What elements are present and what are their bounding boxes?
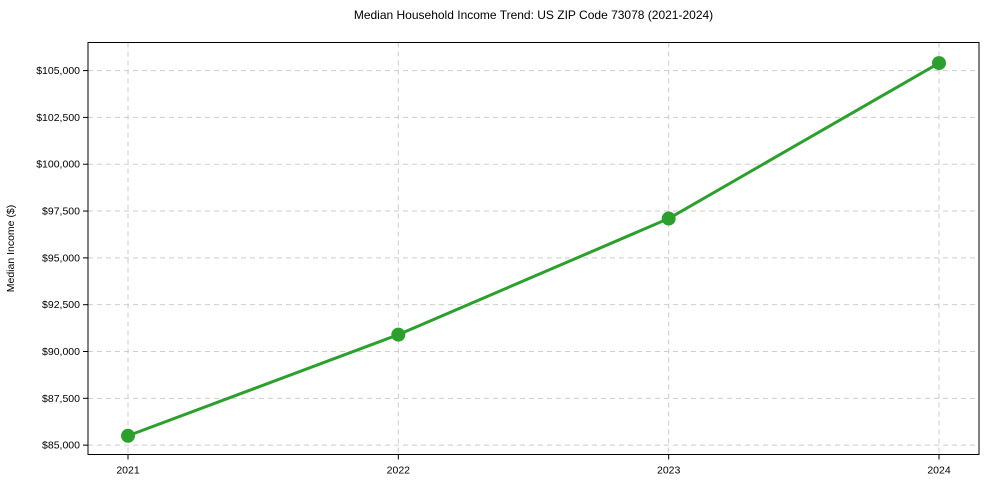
y-tick-label: $105,000 [36,65,80,77]
y-tick-label: $100,000 [36,159,80,171]
y-tick-label: $92,500 [42,299,80,311]
y-tick-label: $95,000 [42,252,80,264]
x-tick-label: 2024 [927,465,951,477]
y-tick-label: $102,500 [36,112,80,124]
x-tick-label: 2023 [657,465,681,477]
y-tick-label: $87,500 [42,393,80,405]
y-tick-label: $97,500 [42,206,80,218]
data-point-2021 [121,428,135,443]
data-point-2022 [391,327,406,342]
data-point-2024 [932,56,946,71]
y-tick-label: $90,000 [42,346,80,358]
x-tick-label: 2022 [387,465,411,477]
y-axis-label: Median Income ($) [5,205,17,293]
x-tick-label: 2021 [116,465,140,477]
y-tick-label: $85,000 [42,440,80,452]
data-point-2023 [661,211,676,226]
trend-line [126,61,941,438]
chart-title: Median Household Income Trend: US ZIP Co… [353,8,714,22]
plot-border [87,42,980,455]
